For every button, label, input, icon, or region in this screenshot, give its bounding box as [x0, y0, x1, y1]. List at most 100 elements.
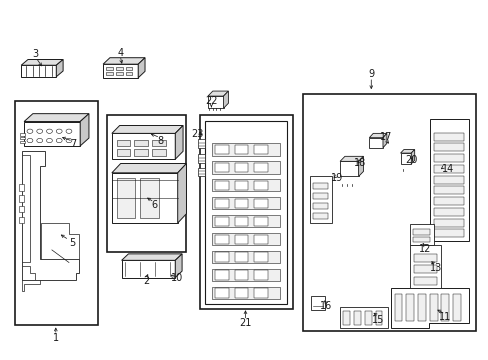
Bar	[215, 234, 228, 244]
Polygon shape	[103, 64, 138, 78]
Bar	[19, 217, 23, 223]
Bar	[303, 94, 475, 330]
Polygon shape	[390, 288, 468, 328]
Polygon shape	[24, 122, 80, 146]
Bar	[429, 294, 437, 320]
Text: 5: 5	[69, 238, 75, 248]
Text: 23: 23	[191, 129, 203, 139]
Bar	[152, 149, 165, 156]
Text: 10: 10	[171, 273, 183, 283]
Polygon shape	[80, 114, 89, 146]
Bar	[211, 215, 280, 227]
Bar	[406, 294, 413, 320]
Bar	[215, 217, 228, 226]
Polygon shape	[22, 266, 35, 280]
Bar	[409, 245, 440, 288]
Text: 15: 15	[372, 315, 384, 325]
Bar	[140, 178, 158, 218]
Bar	[310, 176, 331, 223]
Text: 1: 1	[53, 333, 59, 343]
Polygon shape	[112, 173, 177, 223]
Bar	[441, 294, 448, 320]
Bar	[215, 288, 228, 298]
Bar	[107, 116, 185, 252]
Bar	[234, 234, 248, 244]
Bar	[313, 183, 327, 189]
Polygon shape	[175, 126, 183, 159]
Bar	[254, 145, 267, 154]
Polygon shape	[400, 149, 414, 153]
Text: 2: 2	[142, 276, 149, 286]
Bar	[20, 137, 25, 139]
Bar	[234, 217, 248, 226]
Text: 22: 22	[204, 96, 217, 106]
Bar	[215, 252, 228, 262]
Polygon shape	[22, 151, 79, 280]
Bar	[353, 311, 360, 325]
Polygon shape	[207, 96, 223, 108]
Bar	[412, 237, 429, 242]
Bar	[15, 101, 98, 325]
Polygon shape	[22, 280, 40, 291]
Polygon shape	[138, 58, 145, 78]
Circle shape	[37, 129, 42, 134]
Bar	[412, 229, 429, 234]
Polygon shape	[112, 163, 186, 173]
Bar	[234, 181, 248, 190]
Bar	[364, 311, 371, 325]
Text: 3: 3	[33, 49, 39, 59]
Polygon shape	[24, 114, 89, 122]
Text: 16: 16	[320, 301, 332, 311]
Bar	[19, 206, 23, 212]
Polygon shape	[400, 153, 410, 164]
Bar	[20, 140, 25, 143]
Bar	[234, 199, 248, 208]
Bar	[254, 270, 267, 280]
Bar	[254, 217, 267, 226]
Bar	[313, 193, 327, 199]
Bar	[234, 288, 248, 298]
Bar	[125, 72, 132, 75]
Polygon shape	[103, 58, 145, 64]
Bar	[234, 163, 248, 172]
Bar	[215, 199, 228, 208]
Bar	[452, 294, 460, 320]
Polygon shape	[175, 254, 182, 278]
Bar	[20, 134, 25, 136]
Bar	[211, 251, 280, 263]
Circle shape	[46, 138, 52, 143]
Polygon shape	[339, 156, 363, 161]
Bar	[433, 186, 463, 194]
Bar	[433, 219, 463, 226]
Bar	[211, 269, 280, 281]
Bar	[117, 140, 130, 146]
Bar	[134, 140, 148, 146]
Bar	[313, 213, 327, 220]
Bar	[215, 181, 228, 190]
Bar	[413, 254, 436, 262]
Circle shape	[66, 129, 72, 134]
Polygon shape	[112, 134, 175, 159]
Bar	[433, 229, 463, 237]
Bar	[254, 163, 267, 172]
Bar	[433, 176, 463, 184]
Polygon shape	[122, 260, 175, 278]
Bar	[211, 161, 280, 174]
Text: 19: 19	[330, 173, 343, 183]
Bar	[343, 311, 349, 325]
Bar	[125, 67, 132, 70]
Bar	[254, 199, 267, 208]
Bar	[417, 294, 425, 320]
Polygon shape	[122, 254, 182, 260]
Bar	[205, 121, 287, 304]
Polygon shape	[339, 161, 358, 176]
Text: 8: 8	[157, 136, 163, 145]
Bar	[211, 233, 280, 245]
Bar	[152, 140, 165, 146]
Polygon shape	[22, 155, 30, 262]
Bar	[211, 143, 280, 156]
Bar	[433, 154, 463, 162]
Circle shape	[27, 138, 33, 143]
Text: 6: 6	[151, 200, 157, 210]
Polygon shape	[382, 134, 386, 148]
